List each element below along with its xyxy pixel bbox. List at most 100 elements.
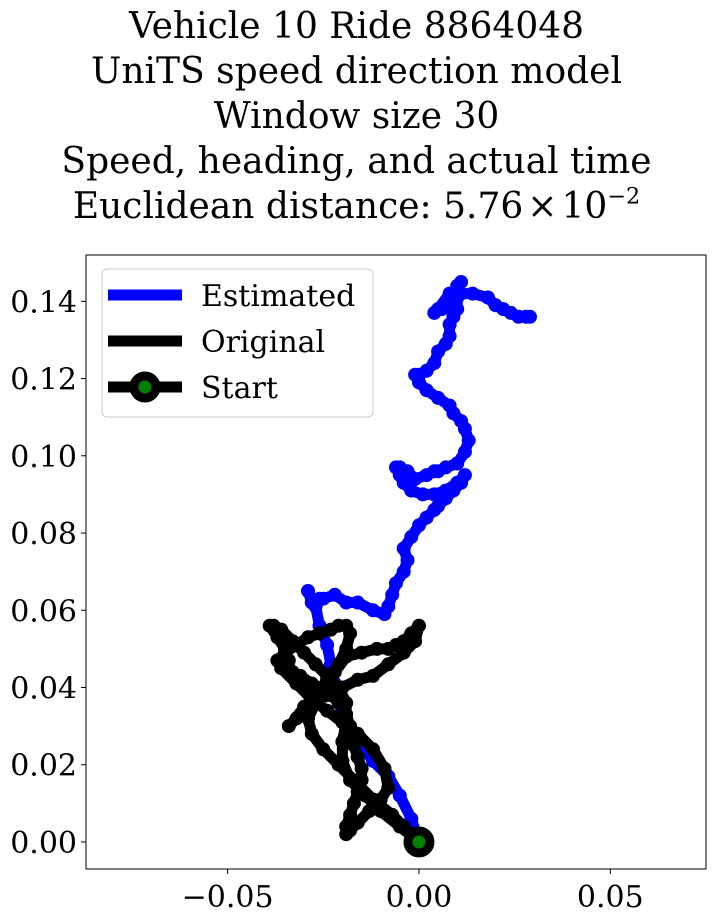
estimated-point: [523, 309, 537, 324]
title-line-3: Window size 30: [213, 96, 500, 137]
estimated-point: [427, 487, 442, 502]
title-line-2: UniTS speed direction model: [91, 51, 622, 92]
estimated-point: [381, 599, 396, 614]
estimated-point: [316, 591, 331, 606]
original-point: [346, 773, 361, 788]
original-point: [301, 630, 315, 645]
original-point: [331, 757, 346, 772]
original-point: [350, 750, 365, 764]
original-point: [304, 676, 319, 691]
original-point: [308, 695, 323, 710]
estimated-point: [461, 433, 476, 448]
original-point: [385, 807, 400, 822]
x-tick-label: 0.05: [577, 880, 644, 915]
estimated-point: [301, 584, 315, 598]
original-point: [316, 680, 331, 695]
original-point: [278, 645, 292, 660]
original-point: [354, 645, 369, 660]
y-tick-label: 0.14: [10, 285, 77, 320]
original-point: [316, 742, 331, 757]
x-tick-label: −0.05: [182, 880, 274, 915]
estimated-point: [415, 487, 430, 502]
estimated-point: [450, 456, 465, 471]
estimated-point: [396, 564, 411, 579]
original-point: [369, 641, 384, 656]
legend: Estimated Original Start: [101, 268, 374, 418]
estimated-point: [442, 398, 457, 413]
original-point: [270, 630, 285, 645]
estimated-point: [457, 444, 472, 459]
distance-times: ×: [527, 186, 558, 227]
y-tick-label: 0.06: [10, 594, 77, 629]
original-point: [335, 715, 350, 730]
start-marker: [403, 826, 435, 858]
estimated-point: [442, 329, 457, 344]
legend-start-marker: [129, 371, 161, 403]
distance-exponent: −2: [607, 183, 641, 210]
estimated-point: [350, 595, 365, 610]
estimated-point: [434, 302, 449, 317]
original-point: [301, 711, 315, 726]
estimated-point: [427, 356, 442, 371]
original-point: [377, 761, 392, 776]
original-point: [381, 657, 396, 672]
original-point: [304, 726, 319, 741]
estimated-point: [404, 529, 419, 544]
original-point: [339, 649, 354, 664]
original-point: [320, 703, 335, 718]
original-point: [346, 796, 361, 811]
original-point: [350, 815, 365, 830]
original-point: [350, 672, 365, 687]
y-tick-label: 0.02: [10, 749, 77, 784]
axes-frame: [85, 254, 707, 870]
title-line-1: Vehicle 10 Ride 8864048: [128, 6, 585, 47]
estimated-point: [438, 483, 453, 498]
original-point: [281, 719, 296, 734]
distance-base: 10: [561, 186, 608, 227]
estimated-point: [438, 460, 453, 475]
legend-label-start: Start: [201, 371, 278, 406]
original-point: [373, 804, 388, 819]
distance-prefix: Euclidean distance: 5.76: [72, 186, 524, 227]
original-point: [327, 665, 342, 680]
original-point: [350, 784, 365, 799]
estimated-point: [450, 475, 465, 490]
y-tick-label: 0.00: [10, 826, 77, 861]
estimated-point: [396, 541, 411, 556]
original-point: [331, 695, 346, 710]
original-point: [366, 792, 380, 807]
original-point: [381, 641, 396, 656]
original-point: [350, 726, 365, 741]
estimated-point: [454, 286, 469, 301]
y-tick-label: 0.12: [10, 363, 77, 398]
original-point: [362, 804, 377, 819]
chart-title: Vehicle 10 Ride 8864048 UniTS speed dire…: [0, 4, 713, 229]
estimated-point: [408, 472, 423, 486]
original-point: [335, 680, 350, 695]
original-point: [289, 676, 304, 691]
original-point: [262, 618, 277, 633]
estimated-point: [392, 788, 407, 803]
estimated-point: [431, 390, 446, 405]
estimated-point: [339, 595, 354, 610]
y-tick-label: 0.08: [10, 517, 77, 552]
title-line-5: Euclidean distance: 5.76 × 10−2: [0, 184, 713, 229]
original-point: [354, 761, 369, 776]
original-point: [366, 742, 380, 757]
original-point: [381, 780, 396, 795]
estimated-point: [320, 638, 335, 652]
original-point: [343, 626, 358, 641]
x-axis: −0.05 0.00 0.05: [182, 869, 644, 915]
legend-label-estimated: Estimated: [201, 279, 355, 314]
original-point: [312, 626, 327, 641]
original-point: [346, 738, 361, 753]
x-tick-label: 0.00: [386, 880, 453, 915]
original-point: [289, 638, 304, 652]
y-tick-label: 0.04: [10, 672, 77, 707]
title-line-4: Speed, heading, and actual time: [61, 141, 652, 182]
estimated-point: [465, 286, 480, 301]
estimated-point: [389, 576, 403, 591]
y-axis: 0.00 0.02 0.04 0.06 0.08 0.10 0.12 0.14: [10, 285, 86, 861]
estimated-point: [366, 603, 380, 618]
